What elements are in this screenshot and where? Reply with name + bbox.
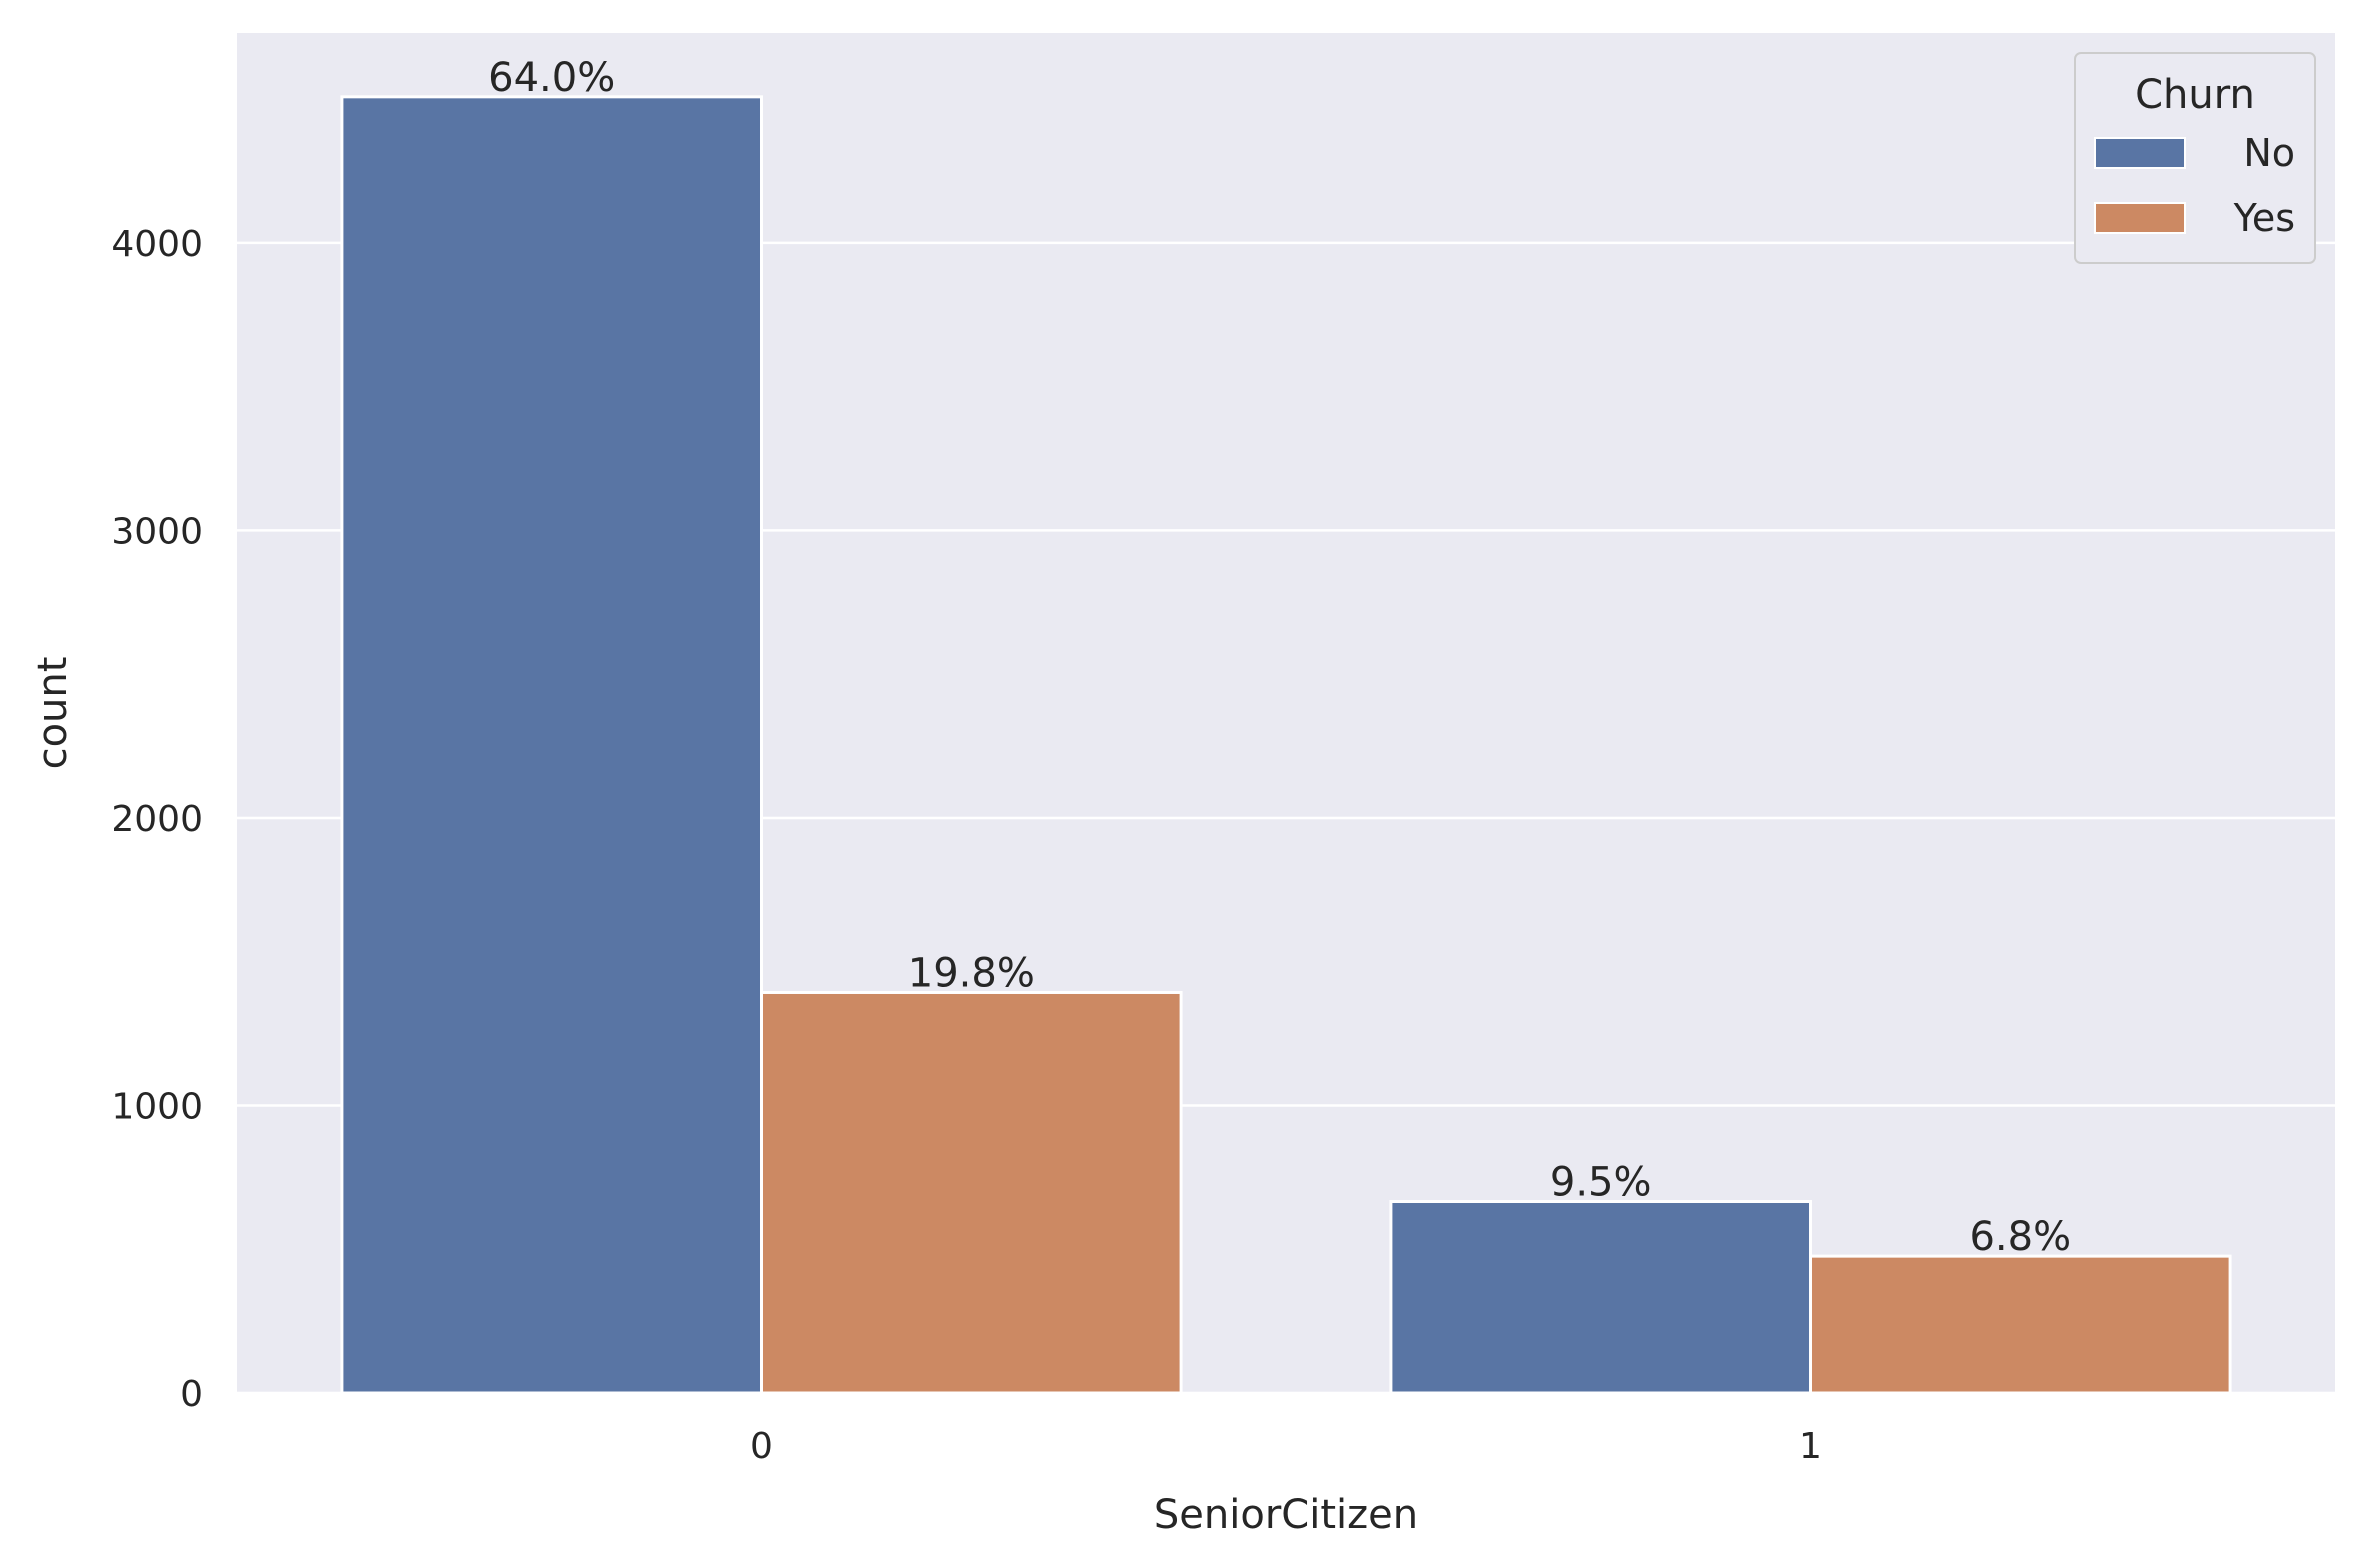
y-tick-label: 2000 <box>111 799 203 840</box>
bar-no-1 <box>1389 1200 1813 1395</box>
data-labels: 64.0% 19.8% 9.5% 6.8% <box>488 55 2071 1260</box>
bar-yes-1 <box>1809 1254 2232 1395</box>
data-label: 64.0% <box>488 55 615 101</box>
x-tick-label: 0 <box>750 1426 773 1467</box>
y-axis-ticks: 0 1000 2000 3000 4000 <box>111 224 203 1415</box>
legend-label-yes: Yes <box>2233 196 2295 240</box>
legend-title: Churn <box>2135 72 2255 118</box>
y-tick-label: 4000 <box>111 224 203 265</box>
bar-yes-0 <box>760 990 1183 1395</box>
legend-label-no: No <box>2243 131 2295 175</box>
data-label: 9.5% <box>1550 1160 1652 1206</box>
x-axis-title: SeniorCitizen <box>1154 1492 1418 1538</box>
legend-swatch-yes <box>2094 202 2186 234</box>
data-label: 19.8% <box>908 950 1035 996</box>
bar-no-0 <box>340 95 763 1395</box>
y-axis-title: count <box>30 657 76 770</box>
y-tick-label: 1000 <box>111 1086 203 1127</box>
bars <box>340 95 2232 1395</box>
data-label: 6.8% <box>1969 1214 2071 1260</box>
x-tick-label: 1 <box>1799 1426 1822 1467</box>
y-tick-label: 3000 <box>111 511 203 552</box>
legend-items: No Yes <box>2094 131 2295 240</box>
legend-swatch-no <box>2094 137 2186 169</box>
y-tick-label: 0 <box>180 1374 203 1415</box>
legend: Churn No Yes <box>2074 52 2316 264</box>
